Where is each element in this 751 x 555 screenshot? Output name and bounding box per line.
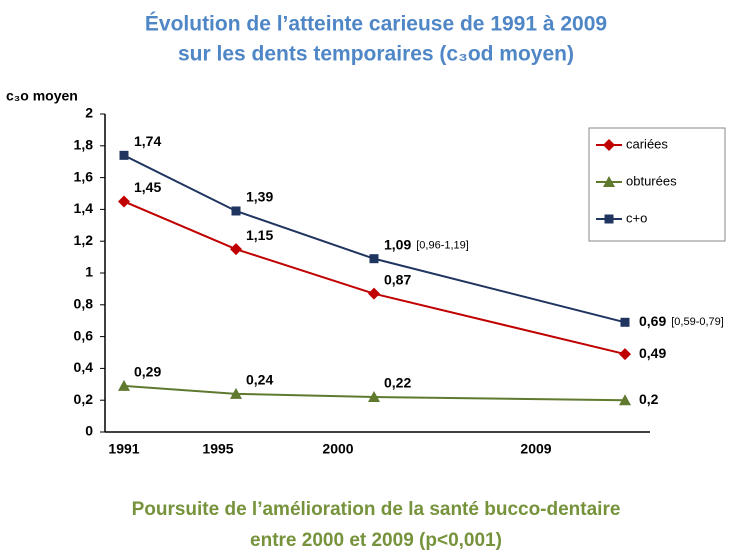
marker xyxy=(118,379,130,391)
marker xyxy=(231,206,241,216)
marker xyxy=(230,243,242,256)
marker xyxy=(603,139,615,151)
data-label: 1,45 xyxy=(134,179,161,195)
data-label: 0,69 xyxy=(639,313,666,329)
series-line xyxy=(123,154,626,324)
series-line xyxy=(123,200,626,356)
data-label: 1,39 xyxy=(246,189,273,205)
data-label: 0,24 xyxy=(246,372,273,388)
legend-label: c+o xyxy=(626,210,647,225)
data-label: 1,74 xyxy=(134,133,161,149)
data-label: 0,87 xyxy=(384,271,411,287)
marker xyxy=(368,287,380,300)
marker xyxy=(368,391,380,403)
marker xyxy=(118,195,130,208)
x-tick-label: 1995 xyxy=(202,441,233,457)
data-label: 0,22 xyxy=(384,375,411,391)
chart-title: sur les dents temporaires (c₃od moyen) xyxy=(178,43,574,66)
legend-label: obturées xyxy=(626,173,677,188)
y-tick-label: 1,8 xyxy=(74,137,94,153)
data-note: [0,96-1,19] xyxy=(416,240,469,252)
y-tick-label: 0 xyxy=(85,423,93,439)
marker xyxy=(603,176,615,187)
y-tick-label: 1 xyxy=(85,264,93,280)
y-tick-label: 0,2 xyxy=(74,391,94,407)
chart-title: Évolution de l’atteinte carieuse de 1991… xyxy=(145,13,607,36)
y-tick-label: 0,4 xyxy=(74,359,94,375)
data-label: 1,09 xyxy=(384,236,411,252)
y-axis-label: c₃o moyen xyxy=(6,88,78,104)
y-tick-label: 0,8 xyxy=(74,296,94,312)
marker xyxy=(119,150,129,160)
x-tick-label: 2009 xyxy=(520,441,551,457)
y-tick-label: 1,4 xyxy=(74,200,94,216)
data-label: 0,49 xyxy=(639,345,666,361)
data-label: 0,29 xyxy=(134,364,161,380)
marker xyxy=(619,394,631,406)
y-tick-label: 1,6 xyxy=(74,168,94,184)
data-label: 1,15 xyxy=(246,227,273,243)
series-line xyxy=(123,384,626,402)
marker xyxy=(619,348,631,361)
y-tick-label: 2 xyxy=(85,105,93,121)
marker xyxy=(604,214,614,224)
footer: entre 2000 et 2009 (p<0,001) xyxy=(250,530,502,551)
marker xyxy=(369,254,379,264)
data-label: 0,2 xyxy=(639,391,659,407)
y-tick-label: 0,6 xyxy=(74,327,94,343)
data-note: [0,59-0,79] xyxy=(671,316,724,328)
marker xyxy=(620,317,630,327)
y-tick-label: 1,2 xyxy=(74,232,94,248)
x-tick-label: 2000 xyxy=(322,441,353,457)
x-tick-label: 1991 xyxy=(108,441,139,457)
legend-label: cariées xyxy=(626,136,668,151)
footer: Poursuite de l’amélioration de la santé … xyxy=(132,499,621,520)
marker xyxy=(230,387,242,399)
